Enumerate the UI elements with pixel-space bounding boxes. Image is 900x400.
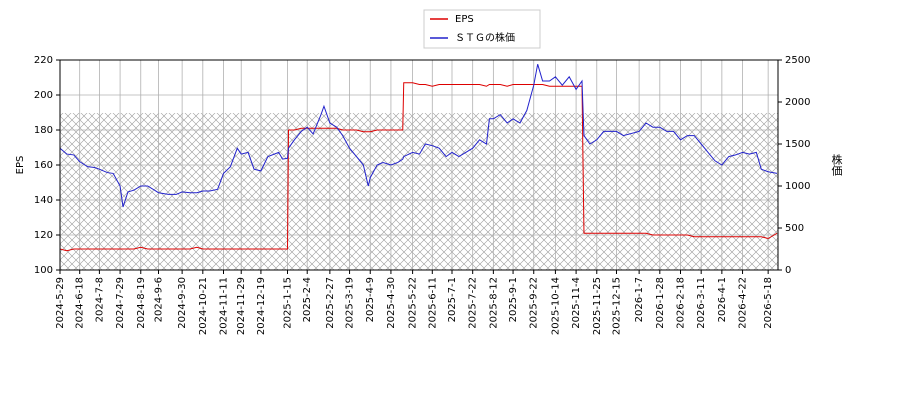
y-tick-label: 200 (34, 90, 53, 101)
x-tick-label: 2025-9-1 (508, 277, 519, 322)
x-tick-label: 2025-11-25 (592, 277, 603, 335)
legend-label: ＳＴＧの株価 (455, 31, 515, 44)
x-tick-label: 2025-12-15 (611, 277, 622, 335)
x-tick-label: 2026-2-18 (675, 277, 686, 329)
y2-tick-label: 500 (785, 223, 804, 234)
y-tick-label: 140 (34, 195, 53, 206)
y2-tick-label: 0 (785, 265, 791, 276)
legend-label: EPS (455, 14, 474, 25)
y2-axis-label: 株価 (830, 153, 843, 176)
x-tick-label: 2026-1-7 (634, 277, 645, 322)
x-tick-label: 2025-2-27 (325, 277, 336, 329)
x-tick-label: 2024-10-21 (198, 277, 209, 335)
x-tick-label: 2024-7-29 (115, 277, 126, 329)
y-tick-label: 120 (34, 230, 53, 241)
x-tick-label: 2024-11-11 (218, 277, 229, 335)
y2-tick-label: 2500 (785, 55, 810, 66)
series-line (59, 64, 778, 208)
y-tick-label: 220 (34, 55, 53, 66)
x-tick-label: 2025-10-14 (550, 277, 561, 335)
legend-box (423, 9, 541, 49)
x-tick-label: 2026-4-22 (738, 277, 749, 329)
x-tick-label: 2026-5-18 (763, 277, 774, 329)
y-tick-label: 100 (34, 265, 53, 276)
x-tick-label: 2025-5-22 (408, 277, 419, 329)
x-tick-label: 2026-4-1 (717, 277, 728, 322)
x-tick-label: 2024-6-18 (75, 277, 86, 329)
x-tick-label: 2025-7-1 (447, 277, 458, 322)
x-tick-label: 2025-8-12 (488, 277, 499, 329)
x-tick-label: 2025-11-4 (571, 277, 582, 329)
x-tick-label: 2025-4-9 (365, 277, 376, 322)
x-tick-label: 2024-11-29 (236, 277, 247, 335)
x-tick-label: 2024-7-8 (94, 277, 105, 322)
y2-tick-label: 1500 (785, 139, 810, 150)
x-tick-label: 2024-9-30 (177, 277, 188, 329)
x-tick-label: 2024-5-29 (55, 277, 66, 329)
x-tick-label: 2025-7-22 (468, 277, 479, 329)
x-tick-label: 2025-6-11 (427, 277, 438, 329)
y-axis-label: EPS (15, 156, 26, 175)
x-tick-label: 2024-9-6 (153, 277, 164, 322)
y-tick-label: 180 (34, 125, 53, 136)
x-tick-label: 2024-8-19 (136, 277, 147, 329)
y2-tick-label: 1000 (785, 181, 810, 192)
hatch-band (60, 113, 778, 270)
x-tick-label: 2026-3-11 (696, 277, 707, 329)
x-tick-label: 2024-12-19 (256, 277, 267, 335)
x-tick-label: 2025-9-22 (529, 277, 540, 329)
y-tick-label: 160 (34, 160, 53, 171)
x-tick-label: 2025-4-30 (386, 277, 397, 329)
x-tick-label: 2025-1-15 (283, 277, 294, 329)
x-tick-label: 2025-2-4 (302, 277, 313, 322)
x-tick-label: 2025-3-19 (345, 277, 356, 329)
y2-tick-label: 2000 (785, 97, 810, 108)
x-tick-label: 2026-1-28 (655, 277, 666, 329)
series-line (59, 82, 778, 252)
